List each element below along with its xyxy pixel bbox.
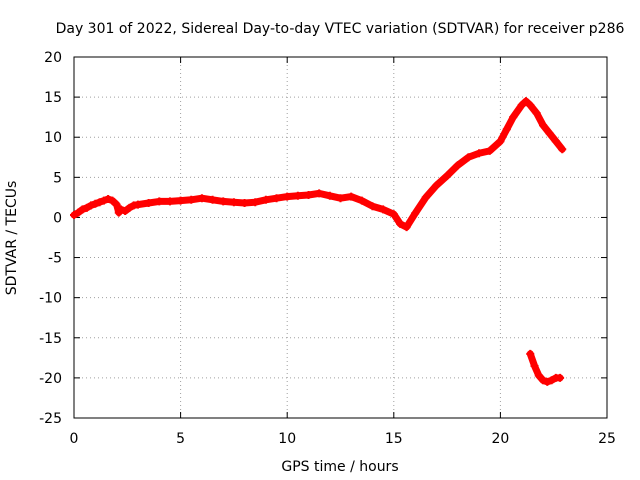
data-point [74,208,83,217]
data-point [272,194,281,203]
x-tick-label: 20 [491,431,509,447]
y-tick-label: -15 [39,331,62,347]
data-point [315,189,324,198]
data-point [485,146,494,155]
data-point [229,198,238,207]
series-low-branch [526,349,565,386]
data-point [261,195,270,204]
data-point [539,121,548,130]
data-point [368,202,377,211]
data-point [165,197,174,206]
data-point [82,203,91,212]
data-point [176,196,185,205]
data-point [526,101,535,110]
data-point [464,153,473,162]
data-point [251,198,260,207]
data-point [283,192,292,201]
x-tick-label: 10 [278,431,296,447]
data-point [133,200,142,209]
data-point [526,349,535,358]
y-axis-label: SDTVAR / TECUs [4,181,20,296]
data-point [532,109,541,118]
data-point [509,113,518,122]
y-tick-label: 20 [44,50,62,66]
data-point [475,149,484,158]
data-point [87,201,96,210]
x-axis-label: GPS time / hours [281,459,398,475]
data-point [95,198,104,207]
data-point [379,205,388,214]
data-point [402,223,411,232]
y-tick-label: -5 [48,251,62,267]
data-point [421,193,430,202]
data-point [240,199,249,208]
data-point [293,191,302,200]
data-point [208,195,217,204]
plot-frame [73,56,608,419]
series-band [70,97,566,231]
data-point [70,211,78,220]
axis-ticks [73,56,608,419]
data-point [530,361,539,370]
data-point [453,161,462,170]
y-tick-label: -10 [39,291,62,307]
data-point [558,145,567,154]
data-point [99,196,108,205]
data-point [521,97,530,106]
data-point [556,373,565,382]
data-point [443,171,452,180]
data-point [502,125,511,134]
data-point [219,197,228,206]
chart-title: Day 301 of 2022, Sidereal Day-to-day VTE… [56,21,625,37]
data-point [411,209,420,218]
y-tick-label: 0 [53,210,62,226]
data-point [517,101,526,110]
data-point [325,191,334,200]
y-tick-label: -20 [39,371,62,387]
data-point [545,129,554,138]
grid-lines [74,57,607,418]
data-point [155,197,164,206]
data-point [357,196,366,205]
data-point [112,200,121,209]
data-point [534,371,543,380]
data-point [116,205,125,214]
data-point [197,194,206,203]
data-point [125,203,134,212]
x-tick-labels: 0 5 10 15 20 25 [70,431,616,447]
data-point [304,190,313,199]
data-point [336,194,345,203]
data-point [396,219,405,228]
y-tick-labels: -25 -20 -15 -10 -5 0 5 10 15 20 [39,50,62,427]
y-tick-label: -25 [39,411,62,427]
data-point [121,207,130,216]
x-tick-label: 15 [385,431,403,447]
x-tick-label: 25 [598,431,616,447]
data-point [389,210,398,219]
data-series [70,97,567,386]
y-tick-label: 15 [44,90,62,106]
data-point [108,196,117,205]
data-point [78,205,87,214]
data-point [551,137,560,146]
data-point [144,199,153,208]
data-point [496,137,505,146]
data-point [104,194,113,203]
data-point [347,192,356,201]
y-tick-label: 10 [44,130,62,146]
data-point [547,376,556,385]
x-tick-label: 0 [70,431,79,447]
data-point [91,199,100,208]
x-tick-label: 5 [176,431,185,447]
data-point [432,181,441,190]
y-tick-label: 5 [53,170,62,186]
data-point [543,377,552,386]
data-point [187,195,196,204]
series-main [70,97,567,232]
data-point [539,376,548,385]
